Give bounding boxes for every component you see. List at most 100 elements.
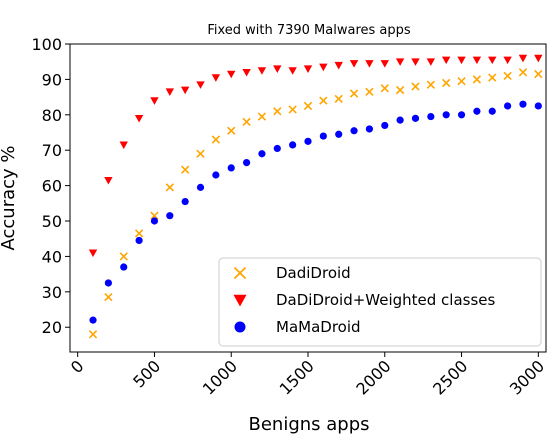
mamadroid-point — [504, 102, 512, 110]
dadidroid-weighted-classes-point — [349, 60, 359, 68]
mamadroid-point — [335, 130, 343, 138]
y-tick-label: 60 — [42, 177, 62, 196]
dadidroid-point — [334, 94, 343, 104]
legend-marker-dadidroid-weighted-classes — [233, 294, 247, 307]
y-tick-label: 40 — [42, 247, 62, 266]
dadidroid-point — [365, 87, 374, 96]
mamadroid-point — [120, 263, 128, 271]
mamadroid-point — [488, 107, 496, 115]
dadidroid-weighted-classes-point — [365, 60, 374, 68]
dadidroid-weighted-classes-point — [211, 74, 221, 82]
dadidroid-point — [349, 89, 359, 98]
mamadroid-point — [258, 150, 266, 158]
x-tick-label: 500 — [129, 356, 164, 391]
x-tick-label: 3000 — [506, 356, 548, 398]
dadidroid-weighted-classes-point — [380, 60, 389, 68]
x-tick-label: 2500 — [429, 356, 471, 398]
legend-label-dadidroid: DadiDroid — [276, 264, 351, 282]
y-tick-label: 50 — [42, 212, 62, 231]
dadidroid-point — [211, 135, 221, 144]
dadidroid-weighted-classes-point — [426, 58, 436, 66]
y-tick-label: 70 — [42, 141, 62, 160]
x-tick-label: 1500 — [276, 356, 318, 398]
y-tick-label: 80 — [42, 106, 62, 125]
dadidroid-weighted-classes-point — [303, 65, 313, 73]
dadidroid-weighted-classes-point — [257, 67, 267, 75]
mamadroid-point — [457, 111, 466, 119]
chart-title: Fixed with 7390 Malwares apps — [207, 23, 411, 38]
dadidroid-point — [319, 96, 328, 105]
dadidroid-weighted-classes-point — [334, 61, 343, 70]
dadidroid-weighted-classes-point — [288, 67, 297, 75]
dadidroid-point — [196, 149, 205, 158]
legend: DadiDroid DaDiDroid+Weighted classes MaMaD… — [218, 257, 542, 347]
dadidroid-point — [380, 84, 389, 93]
mamadroid-point — [166, 212, 174, 220]
dadidroid-weighted-classes-point — [150, 97, 159, 105]
mamadroid-point — [442, 111, 450, 119]
legend-label-dadidroid-weighted-classes: DaDiDroid+Weighted classes — [276, 291, 496, 309]
dadidroid-weighted-classes-point — [457, 56, 466, 65]
dadidroid-weighted-classes-point — [472, 56, 482, 65]
x-tick-label: 0 — [67, 356, 88, 377]
x-axis: 0 500 1000 1500 2000 2500 3000 — [67, 352, 548, 399]
dadidroid-weighted-classes-point — [395, 58, 405, 66]
mamadroid-point — [89, 316, 97, 324]
mamadroid-point — [519, 100, 527, 108]
dadidroid-point — [303, 101, 313, 111]
dadidroid-point — [411, 82, 420, 91]
dadidroid-weighted-classes-point — [227, 70, 236, 79]
mamadroid-point — [381, 121, 389, 130]
mamadroid-point — [350, 127, 358, 135]
dadidroid-weighted-classes-point — [441, 56, 451, 65]
mamadroid-point — [196, 183, 205, 191]
dadidroid-point — [503, 71, 512, 81]
dadidroid-weighted-classes-point — [196, 81, 205, 89]
y-tick-label: 90 — [42, 70, 62, 89]
dadidroid-point — [426, 80, 436, 89]
y-tick-label: 30 — [42, 283, 62, 302]
mamadroid-point — [319, 132, 327, 140]
x-tick-label: 1000 — [199, 356, 241, 398]
x-axis-label: Benigns apps — [248, 414, 369, 435]
mamadroid-point — [365, 125, 374, 133]
dadidroid-point — [88, 330, 98, 339]
dadidroid-point — [165, 183, 174, 192]
dadidroid-weighted-classes-point — [488, 56, 497, 65]
mamadroid-point — [304, 137, 312, 145]
dadidroid-weighted-classes-point — [119, 141, 128, 150]
dadidroid-weighted-classes-point — [180, 86, 190, 95]
mamadroid-point — [181, 197, 189, 206]
dadidroid-point — [457, 77, 466, 86]
mamadroid-point — [104, 279, 112, 287]
dadidroid-point — [534, 69, 543, 79]
dadidroid-weighted-classes-point — [273, 65, 282, 73]
dadidroid-point — [119, 252, 128, 261]
dadidroid-weighted-classes-point — [503, 56, 512, 65]
dadidroid-point — [150, 211, 159, 220]
y-tick-label: 20 — [42, 318, 62, 337]
data-points — [88, 54, 543, 339]
dadidroid-point — [104, 292, 113, 302]
dadidroid-point — [288, 105, 297, 114]
legend-marker-mamadroid — [234, 321, 246, 333]
mamadroid-point — [427, 112, 435, 121]
y-axis: 20 30 40 50 60 70 80 90 100 — [31, 35, 70, 337]
y-tick-label: 100 — [31, 35, 62, 54]
dadidroid-weighted-classes-point — [242, 68, 251, 77]
legend-frame — [218, 257, 542, 347]
mamadroid-point — [473, 107, 481, 115]
mamadroid-point — [289, 141, 297, 149]
dadidroid-point — [273, 107, 282, 116]
dadidroid-point — [180, 165, 190, 174]
mamadroid-point — [411, 114, 420, 122]
mamadroid-point — [534, 102, 542, 110]
mamadroid-point — [150, 217, 159, 225]
mamadroid-point — [135, 236, 143, 245]
dadidroid-weighted-classes-point — [134, 114, 144, 123]
dadidroid-point — [442, 78, 451, 88]
dadidroid-point — [134, 229, 144, 238]
dadidroid-point — [257, 112, 267, 121]
legend-marker-dadidroid — [233, 266, 247, 280]
